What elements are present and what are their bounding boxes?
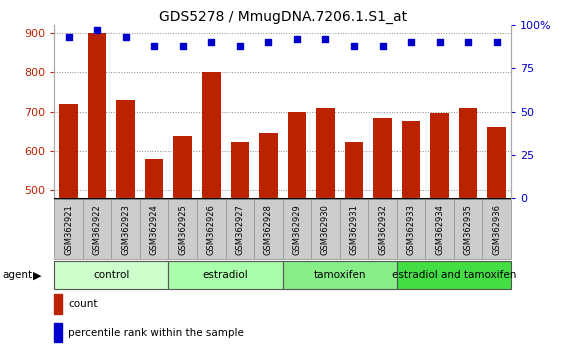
FancyBboxPatch shape [111,200,140,259]
Text: GSM362928: GSM362928 [264,204,273,255]
FancyBboxPatch shape [340,200,368,259]
Text: count: count [68,299,98,309]
Text: GSM362929: GSM362929 [292,204,301,255]
Point [207,39,216,45]
Point [492,39,501,45]
Bar [59,104,78,198]
Point [264,39,273,45]
Text: agent: agent [3,270,33,280]
FancyBboxPatch shape [140,200,168,259]
Bar [54,322,62,342]
Bar [431,114,449,198]
Text: GSM362932: GSM362932 [378,204,387,255]
Bar [402,121,420,198]
Text: GSM362925: GSM362925 [178,204,187,255]
FancyBboxPatch shape [254,200,283,259]
Text: ▶: ▶ [33,270,41,280]
FancyBboxPatch shape [168,261,283,289]
Point [292,36,301,41]
Point [349,43,359,48]
Text: GSM362936: GSM362936 [492,204,501,255]
Point [64,34,73,40]
Bar [54,294,62,314]
Bar [316,108,335,198]
Text: GSM362926: GSM362926 [207,204,216,255]
Text: control: control [93,270,130,280]
Point [235,43,244,48]
FancyBboxPatch shape [454,200,482,259]
FancyBboxPatch shape [425,200,454,259]
Text: GSM362933: GSM362933 [407,204,416,255]
FancyBboxPatch shape [54,200,83,259]
Point [178,43,187,48]
Bar [459,108,477,198]
Point [321,36,330,41]
Point [407,39,416,45]
Bar [202,72,220,198]
Text: tamoxifen: tamoxifen [313,270,366,280]
Bar [259,133,278,198]
Bar [174,136,192,198]
Bar [116,100,135,198]
FancyBboxPatch shape [283,261,397,289]
Point [435,39,444,45]
FancyBboxPatch shape [397,261,511,289]
Text: GSM362935: GSM362935 [464,204,473,255]
Text: estradiol and tamoxifen: estradiol and tamoxifen [392,270,516,280]
Text: GSM362923: GSM362923 [121,204,130,255]
Point [378,43,387,48]
Bar [373,118,392,198]
Text: GSM362922: GSM362922 [93,204,102,255]
Bar [145,159,163,198]
Point [464,39,473,45]
FancyBboxPatch shape [226,200,254,259]
Bar [488,127,506,198]
Point [121,34,130,40]
Bar [288,112,306,198]
Text: GSM362931: GSM362931 [349,204,359,255]
Text: GSM362921: GSM362921 [64,204,73,255]
FancyBboxPatch shape [482,200,511,259]
FancyBboxPatch shape [83,200,111,259]
Bar [345,142,363,198]
Title: GDS5278 / MmugDNA.7206.1.S1_at: GDS5278 / MmugDNA.7206.1.S1_at [159,10,407,24]
Text: GSM362934: GSM362934 [435,204,444,255]
Point [150,43,159,48]
FancyBboxPatch shape [311,200,340,259]
Bar [88,33,106,198]
Text: GSM362930: GSM362930 [321,204,330,255]
FancyBboxPatch shape [54,261,168,289]
FancyBboxPatch shape [168,200,197,259]
Text: percentile rank within the sample: percentile rank within the sample [68,328,244,338]
FancyBboxPatch shape [397,200,425,259]
Text: estradiol: estradiol [203,270,248,280]
Text: GSM362927: GSM362927 [235,204,244,255]
FancyBboxPatch shape [368,200,397,259]
Point [93,27,102,33]
FancyBboxPatch shape [197,200,226,259]
Bar [231,142,249,198]
Text: GSM362924: GSM362924 [150,204,159,255]
FancyBboxPatch shape [283,200,311,259]
